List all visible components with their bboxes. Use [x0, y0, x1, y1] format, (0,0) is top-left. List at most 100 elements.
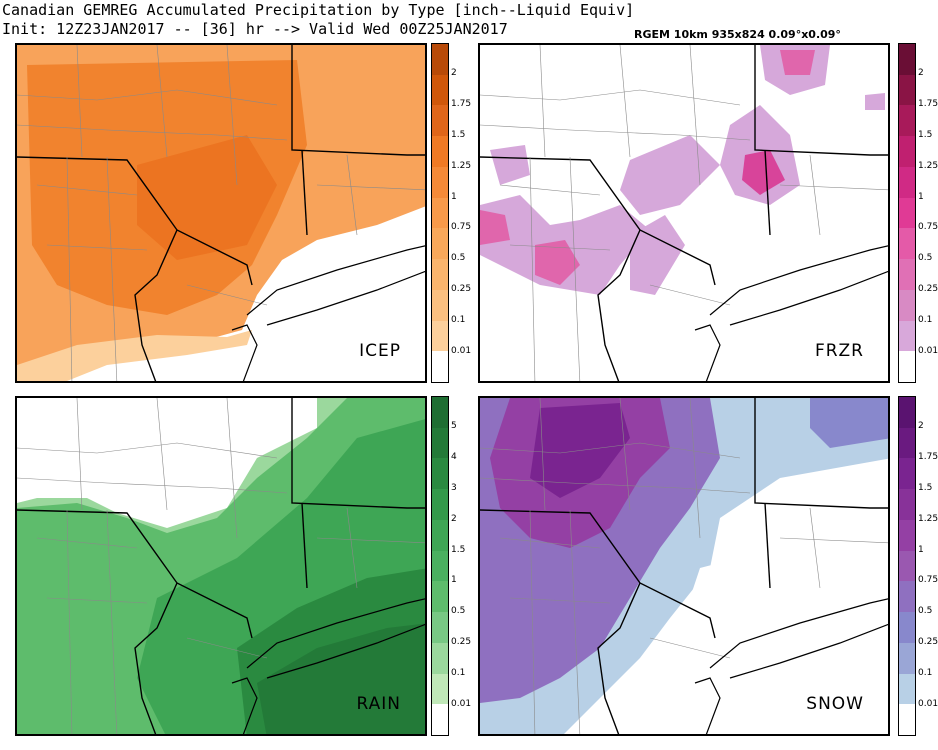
- rain-colorbar-segment: [432, 704, 448, 736]
- snow-colorbar-tick-label: 2: [918, 420, 924, 431]
- rain-colorbar-tick-label: 0.5: [451, 606, 466, 617]
- frzr-colorbar-segment: [899, 289, 915, 322]
- frzr-colorbar-segment: [899, 228, 915, 260]
- rain-colorbar-tick-label: 5: [451, 420, 457, 431]
- frzr-field-south: [630, 215, 685, 295]
- frzr-colorbar-tick-label: 0.5: [918, 253, 933, 264]
- icep-field-edge: [17, 330, 252, 381]
- frzr-colorbar-segment: [899, 197, 915, 229]
- icep-map: [17, 45, 425, 381]
- icep-panel-label: ICEP: [359, 341, 401, 361]
- rain-colorbar-tick-label: 1.5: [451, 544, 466, 555]
- rain-colorbar-tick-label: 0.25: [451, 637, 472, 648]
- snow-colorbar-segment: [899, 612, 915, 644]
- snow-colorbar-segment: [899, 550, 915, 582]
- rain-colorbar-segment: [432, 673, 448, 705]
- icep-colorbar-tick-label: 0.1: [451, 315, 466, 326]
- icep-colorbar-tick-label: 0.5: [451, 253, 466, 264]
- icep-colorbar-segment: [432, 136, 448, 168]
- frzr-colorbar-tick-label: 1: [918, 191, 924, 202]
- snow-colorbar-tick-label: 1.25: [918, 513, 938, 524]
- snow-colorbar-tick-label: 0.5: [918, 606, 933, 617]
- icep-colorbar-tick-label: 1.5: [451, 129, 466, 140]
- rain-colorbar-tick-label: 4: [451, 451, 457, 462]
- snow-colorbar-segment: [899, 704, 915, 736]
- state-boundaries: [480, 45, 888, 381]
- frzr-colorbar-segment: [899, 320, 915, 352]
- state-boundaries: [17, 398, 425, 734]
- snow-map: [480, 398, 888, 734]
- frzr-colorbar-segment: [899, 259, 915, 291]
- frzr-colorbar-tick-label: 0.1: [918, 315, 933, 326]
- rain-colorbar-segment: [432, 397, 448, 429]
- rain-colorbar-segment: [432, 550, 448, 582]
- frzr-colorbar-tick-label: 0.75: [918, 222, 938, 233]
- snow-colorbar-ticks: 2 1.75 1.5 1.25 1 0.75 0.5 0.25 0.1 0.01: [918, 396, 938, 736]
- snow-colorbar-tick-label: 0.75: [918, 575, 938, 586]
- county-lines: [480, 45, 888, 381]
- icep-colorbar-tick-label: 0.25: [451, 284, 472, 295]
- rain-colorbar-tick-label: 0.1: [451, 668, 466, 679]
- coastline: [231, 598, 425, 734]
- county-lines: [17, 398, 425, 734]
- snow-colorbar-tick-label: 0.25: [918, 637, 938, 648]
- frzr-field-se: [865, 93, 885, 110]
- frzr-colorbar-tick-label: 2: [918, 67, 924, 78]
- rain-panel-label: RAIN: [356, 694, 401, 714]
- frzr-colorbar-tick-label: 1.75: [918, 98, 938, 109]
- rain-colorbar-tick-label: 3: [451, 482, 457, 493]
- model-info: RGEM 10km 935x824 0.09°x0.09°: [634, 28, 841, 41]
- rain-field-max: [257, 623, 425, 734]
- rain-colorbar-segment: [432, 458, 448, 490]
- county-lines: [480, 398, 888, 734]
- snow-colorbar-tick-label: 0.1: [918, 668, 933, 679]
- rain-colorbar-segment: [432, 489, 448, 521]
- init-valid-time: Init: 12Z23JAN2017 -- [36] hr --> Valid …: [2, 20, 508, 38]
- coastline: [694, 598, 888, 734]
- snow-map-panel: SNOW: [478, 396, 890, 736]
- rain-map: [17, 398, 425, 734]
- snow-colorbar-segment: [899, 642, 915, 675]
- rain-colorbar-segment: [432, 612, 448, 644]
- frzr-colorbar-tick-label: 1.5: [918, 129, 933, 140]
- rain-map-panel: RAIN: [15, 396, 427, 736]
- icep-colorbar-tick-label: 0.01: [451, 346, 472, 357]
- snow-colorbar-segment: [899, 427, 915, 459]
- snow-colorbar-tick-label: 1.75: [918, 451, 938, 462]
- snow-colorbar-tick-label: 1.5: [918, 482, 933, 493]
- frzr-field-mid: [620, 135, 720, 215]
- frzr-colorbar-segment: [899, 166, 915, 199]
- icep-field-max: [137, 135, 277, 260]
- icep-colorbar-tick-label: 1.25: [451, 160, 472, 171]
- state-boundaries: [480, 398, 888, 734]
- frzr-colorbar-tick-label: 0.01: [918, 346, 938, 357]
- icep-colorbar-segment: [432, 105, 448, 137]
- icep-colorbar-tick-label: 2: [451, 67, 457, 78]
- map-title: Canadian GEMREG Accumulated Precipitatio…: [2, 1, 635, 19]
- rain-colorbar-segment: [432, 519, 448, 552]
- frzr-panel-label: FRZR: [814, 341, 864, 361]
- coastline: [231, 245, 425, 381]
- icep-colorbar-segment: [432, 74, 448, 106]
- snow-colorbar-tick-label: 1: [918, 544, 924, 555]
- icep-colorbar-segment: [432, 228, 448, 260]
- frzr-map-panel: FRZR: [478, 43, 890, 383]
- icep-colorbar-segment: [432, 197, 448, 229]
- snow-colorbar-tick-label: 0.01: [918, 699, 938, 710]
- frzr-field-nw: [490, 145, 530, 185]
- icep-colorbar-segment: [432, 351, 448, 383]
- rain-field-dry: [17, 398, 317, 528]
- snow-colorbar-segment: [899, 519, 915, 552]
- frzr-colorbar-segment: [899, 105, 915, 137]
- icep-colorbar-tick-label: 1.75: [451, 98, 472, 109]
- snow-colorbar: [898, 396, 916, 736]
- icep-colorbar-ticks: 2 1.75 1.5 1.25 1 0.75 0.5 0.25 0.1 0.01: [451, 43, 483, 383]
- frzr-field-north-core: [780, 50, 815, 75]
- frzr-colorbar-segment: [899, 74, 915, 106]
- frzr-colorbar-segment: [899, 136, 915, 168]
- snow-colorbar-segment: [899, 581, 915, 613]
- snow-colorbar-segment: [899, 458, 915, 490]
- icep-colorbar-tick-label: 0.75: [451, 222, 472, 233]
- frzr-colorbar: [898, 43, 916, 383]
- snow-colorbar-segment: [899, 489, 915, 521]
